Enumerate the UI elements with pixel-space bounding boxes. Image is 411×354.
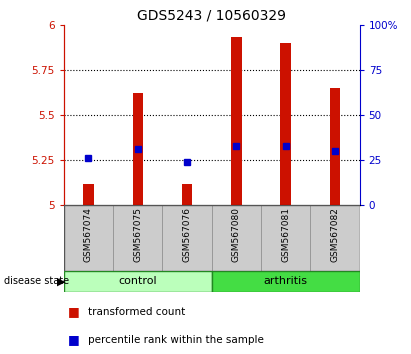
Text: disease state: disease state [4, 276, 69, 286]
Bar [231, 38, 242, 205]
Bar [182, 184, 192, 205]
Bar [330, 88, 340, 205]
Bar [132, 93, 143, 205]
Bar [83, 184, 94, 205]
Text: GSM567081: GSM567081 [281, 207, 290, 262]
Text: arthritis: arthritis [263, 276, 308, 286]
Bar [162, 205, 212, 271]
Text: control: control [118, 276, 157, 286]
Bar [212, 205, 261, 271]
Bar [280, 43, 291, 205]
Bar [261, 205, 310, 271]
Bar [113, 205, 162, 271]
Bar [64, 205, 113, 271]
Text: ▶: ▶ [57, 276, 65, 286]
Text: transformed count: transformed count [88, 307, 186, 316]
Text: percentile rank within the sample: percentile rank within the sample [88, 335, 264, 345]
Text: GSM567076: GSM567076 [182, 207, 192, 262]
Text: GSM567075: GSM567075 [133, 207, 142, 262]
Text: GSM567074: GSM567074 [84, 207, 93, 262]
Text: GSM567082: GSM567082 [330, 207, 339, 262]
Text: GSM567080: GSM567080 [232, 207, 241, 262]
Bar [212, 271, 360, 292]
Bar [310, 205, 360, 271]
Text: ■: ■ [68, 333, 80, 346]
Bar [64, 271, 212, 292]
Text: ■: ■ [68, 305, 80, 318]
Title: GDS5243 / 10560329: GDS5243 / 10560329 [137, 8, 286, 22]
